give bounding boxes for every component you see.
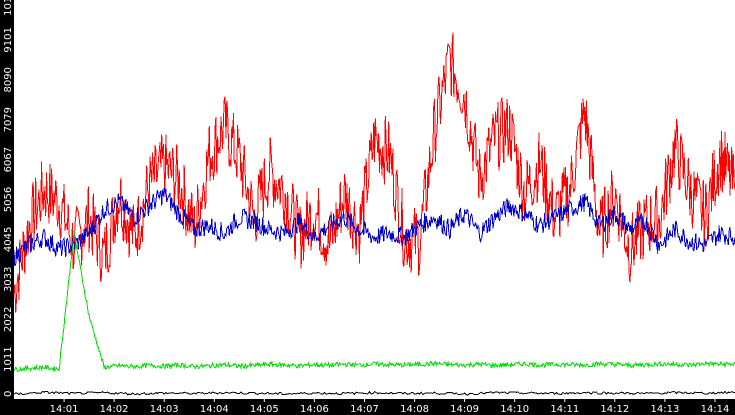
x-axis-bar xyxy=(0,399,735,415)
x-tick-label: 14:10 xyxy=(500,404,529,415)
series-line-4 xyxy=(13,390,735,396)
y-tick-labels: 0 1011 2022 3033 4045 5056 6067 7079 8090 9101 101… xyxy=(3,0,14,397)
y-axis-bar xyxy=(0,0,14,415)
x-tick-label: 14:11 xyxy=(550,404,579,415)
x-tick-label: 14:01 xyxy=(50,404,79,415)
y-tick-label: 6067 xyxy=(3,147,14,172)
y-tick-label: 7079 xyxy=(3,107,14,132)
x-tick-labels: 14:01 14:02 14:03 14:04 14:05 14:06 14:07 14:08… xyxy=(50,399,730,415)
y-tick-label: 8090 xyxy=(3,67,14,92)
y-tick-label: 5056 xyxy=(3,187,14,212)
x-tick-label: 14:12 xyxy=(600,404,629,415)
y-tick-label: 2022 xyxy=(3,306,14,331)
x-tick-label: 14:13 xyxy=(650,404,679,415)
x-tick-label: 14:07 xyxy=(350,404,379,415)
y-tick-label: 9101 xyxy=(3,27,14,52)
series-line-3 xyxy=(13,230,735,373)
x-tick-label: 14:05 xyxy=(250,404,279,415)
x-tick-label: 14:03 xyxy=(150,404,179,415)
y-tick-label: 4045 xyxy=(3,227,14,252)
x-tick-label: 14:04 xyxy=(200,404,229,415)
x-tick-label: 14:02 xyxy=(100,404,129,415)
y-tick-label: 1011 xyxy=(3,346,14,371)
y-tick-label: 0 xyxy=(3,391,14,397)
x-tick-label: 14:14 xyxy=(701,404,730,415)
x-tick-label: 14:08 xyxy=(400,404,429,415)
y-tick-label: 10113 xyxy=(3,0,14,16)
x-tick-label: 14:09 xyxy=(450,404,479,415)
series-layer xyxy=(13,32,735,396)
x-tick-label: 14:06 xyxy=(300,404,329,415)
series-line-2 xyxy=(13,187,735,267)
y-tick-label: 3033 xyxy=(3,267,14,292)
